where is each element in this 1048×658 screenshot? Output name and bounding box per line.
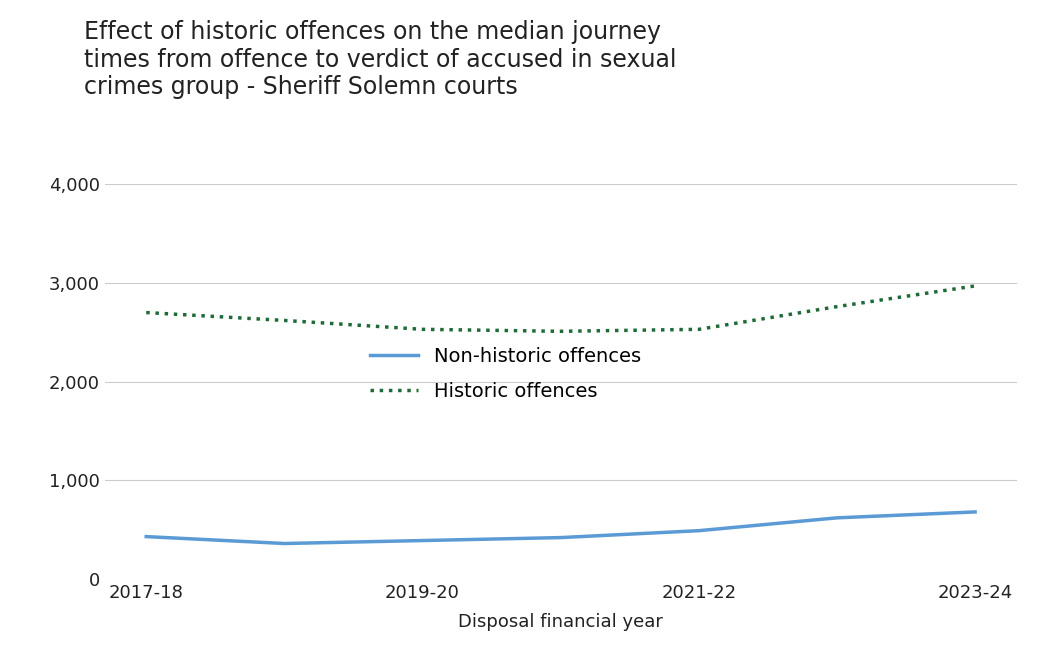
Legend: Non-historic offences, Historic offences: Non-historic offences, Historic offences bbox=[370, 347, 641, 401]
Non-historic offences bbox=[554, 534, 567, 542]
Historic offences bbox=[968, 282, 981, 290]
Non-historic offences bbox=[831, 514, 844, 522]
Non-historic offences bbox=[968, 508, 981, 516]
Non-historic offences bbox=[416, 537, 429, 545]
Historic offences bbox=[278, 316, 290, 324]
Non-historic offences bbox=[140, 533, 153, 541]
Line: Non-historic offences: Non-historic offences bbox=[147, 512, 975, 544]
Historic offences bbox=[554, 328, 567, 336]
X-axis label: Disposal financial year: Disposal financial year bbox=[458, 613, 663, 631]
Text: Effect of historic offences on the median journey
times from offence to verdict : Effect of historic offences on the media… bbox=[84, 20, 676, 99]
Non-historic offences bbox=[278, 540, 290, 547]
Historic offences bbox=[140, 309, 153, 316]
Historic offences bbox=[831, 303, 844, 311]
Line: Historic offences: Historic offences bbox=[147, 286, 975, 332]
Non-historic offences bbox=[693, 526, 705, 534]
Historic offences bbox=[693, 326, 705, 333]
Historic offences bbox=[416, 326, 429, 333]
